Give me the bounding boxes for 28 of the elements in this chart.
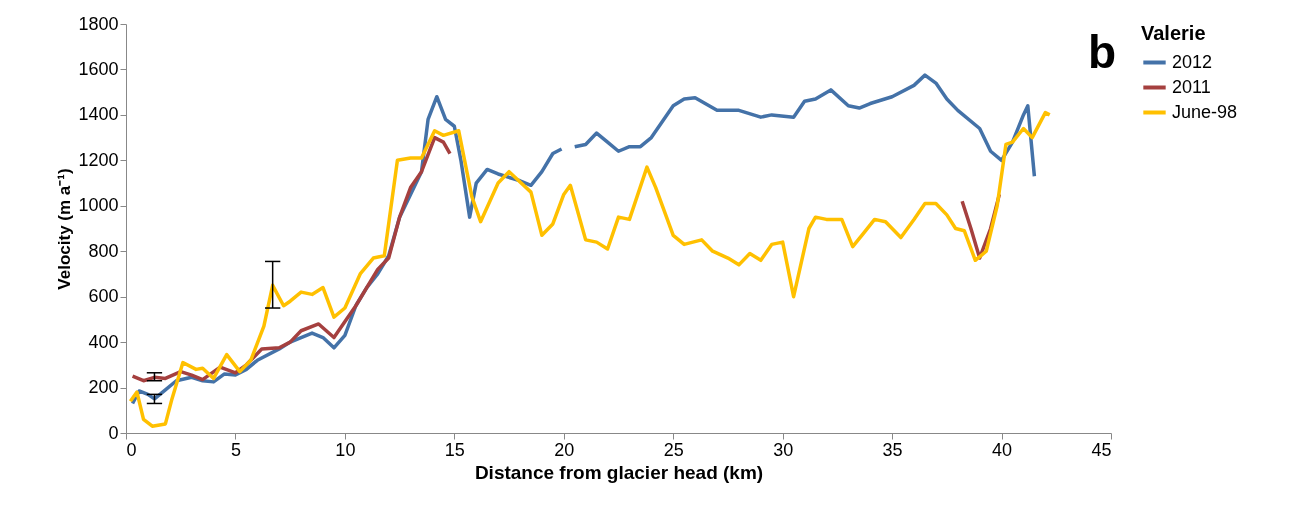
legend-label: 2012 [1172, 51, 1213, 72]
x-tick-label: 40 [992, 439, 1013, 460]
x-tick-label: 5 [230, 439, 241, 460]
legend-label: 2011 [1172, 76, 1211, 97]
y-tick-label: 1200 [78, 149, 119, 170]
x-axis-title: Distance from glacier head (km) [474, 461, 764, 483]
y-tick-label: 800 [88, 240, 119, 261]
legend-title: Valerie [1141, 22, 1206, 44]
y-axis-title: Velocity (m a⁻¹) [55, 168, 75, 290]
x-tick-label: 25 [663, 439, 684, 460]
x-tick-label: 15 [444, 439, 465, 460]
legend-label: June-98 [1172, 101, 1238, 122]
y-tick-label: 200 [88, 377, 119, 398]
line-series [128, 110, 1052, 428]
y-tick-label: 1600 [78, 58, 119, 79]
y-tick-label: 600 [88, 286, 119, 307]
y-tick-label: 0 [108, 422, 119, 443]
y-tick-label: 1800 [78, 13, 119, 34]
x-tick-label: 0 [126, 439, 137, 460]
x-tick-label: 35 [882, 439, 903, 460]
y-tick-label: 1400 [78, 104, 119, 125]
x-tick-label: 10 [335, 439, 356, 460]
annotation: b [1087, 26, 1116, 78]
y-tick-label: 400 [88, 331, 119, 352]
x-tick-label: 30 [773, 439, 794, 460]
y-tick-label: 1000 [78, 195, 119, 216]
x-tick-label: 20 [554, 439, 575, 460]
x-tick-label: 45 [1091, 439, 1112, 460]
